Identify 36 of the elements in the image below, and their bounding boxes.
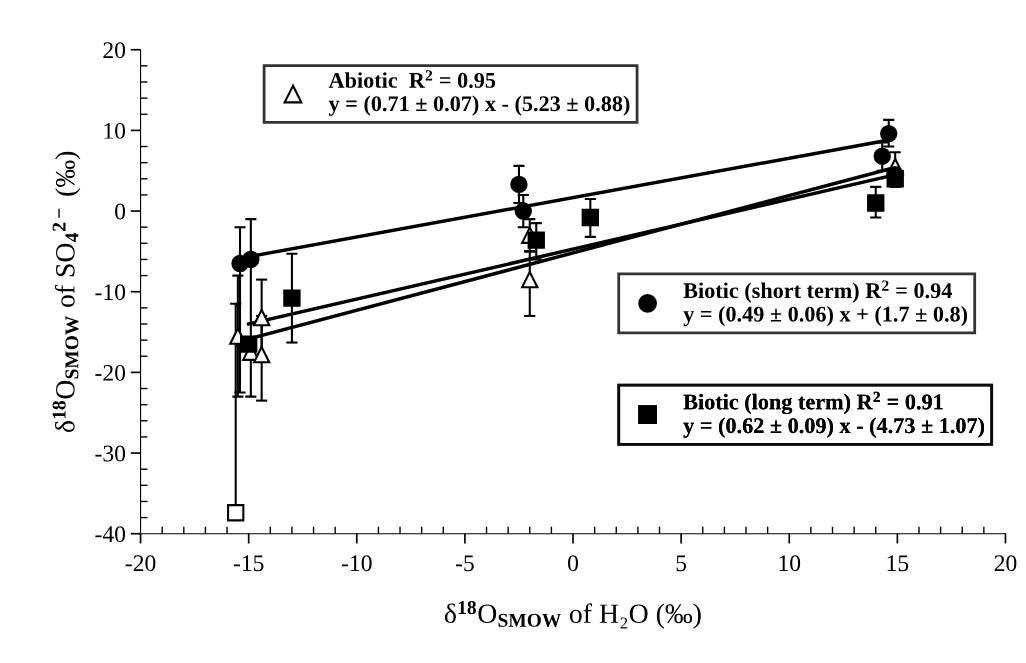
x-tick-label: -20 <box>125 555 156 572</box>
legend-label: Biotic (short term) R$^{2}$ = 0.94 y = (0.49 ± 0.06) x + (1.7 ± 0.8) <box>683 280 968 327</box>
point <box>521 270 539 289</box>
x-tick-label: 20 <box>994 555 1017 572</box>
y-tick-label: 0 <box>115 203 126 220</box>
point <box>880 124 898 143</box>
legend-label: Biotic (long term) R$^{2}$ = 0.91 y = (0.62 ± 0.09) x - (4.73 ± 1.07) <box>683 391 985 438</box>
y-axis-title: δ$^{18}$O$_{SMOW}$ of SO$_{4}$$^{2−}$ (‰) <box>52 151 81 433</box>
point <box>240 335 258 353</box>
x-tick-label: -10 <box>341 555 372 572</box>
point <box>283 289 301 307</box>
y-tick-label: 20 <box>103 42 126 59</box>
x-tick-label: 10 <box>779 555 801 572</box>
x-tick-label: -5 <box>455 555 474 572</box>
point <box>527 231 545 249</box>
point <box>873 147 891 165</box>
point <box>514 202 532 220</box>
legend-label: Abiotic R$^{2}$ = 0.95 y = (0.71 ± 0.07) x - (5.23 ± 0.88) <box>328 70 630 116</box>
point <box>581 208 599 227</box>
y-tick-label: -20 <box>95 364 126 381</box>
point <box>227 504 245 522</box>
point <box>252 308 271 327</box>
point <box>867 194 885 212</box>
point <box>886 170 904 188</box>
y-tick-label: 10 <box>104 122 126 139</box>
point <box>252 345 271 364</box>
x-tick-label: -15 <box>233 555 264 572</box>
point <box>242 250 260 269</box>
x-axis-title: δ$^{18}$O$_{SMOW}$ of H₂O (‰) <box>444 600 701 629</box>
x-tick-label: 0 <box>568 555 579 572</box>
y-tick-label: -10 <box>95 284 126 301</box>
y-tick-label: -30 <box>95 445 126 462</box>
point <box>510 175 528 194</box>
y-tick-label: -40 <box>95 526 126 543</box>
x-tick-label: 15 <box>887 555 909 572</box>
x-tick-label: 5 <box>676 555 687 572</box>
